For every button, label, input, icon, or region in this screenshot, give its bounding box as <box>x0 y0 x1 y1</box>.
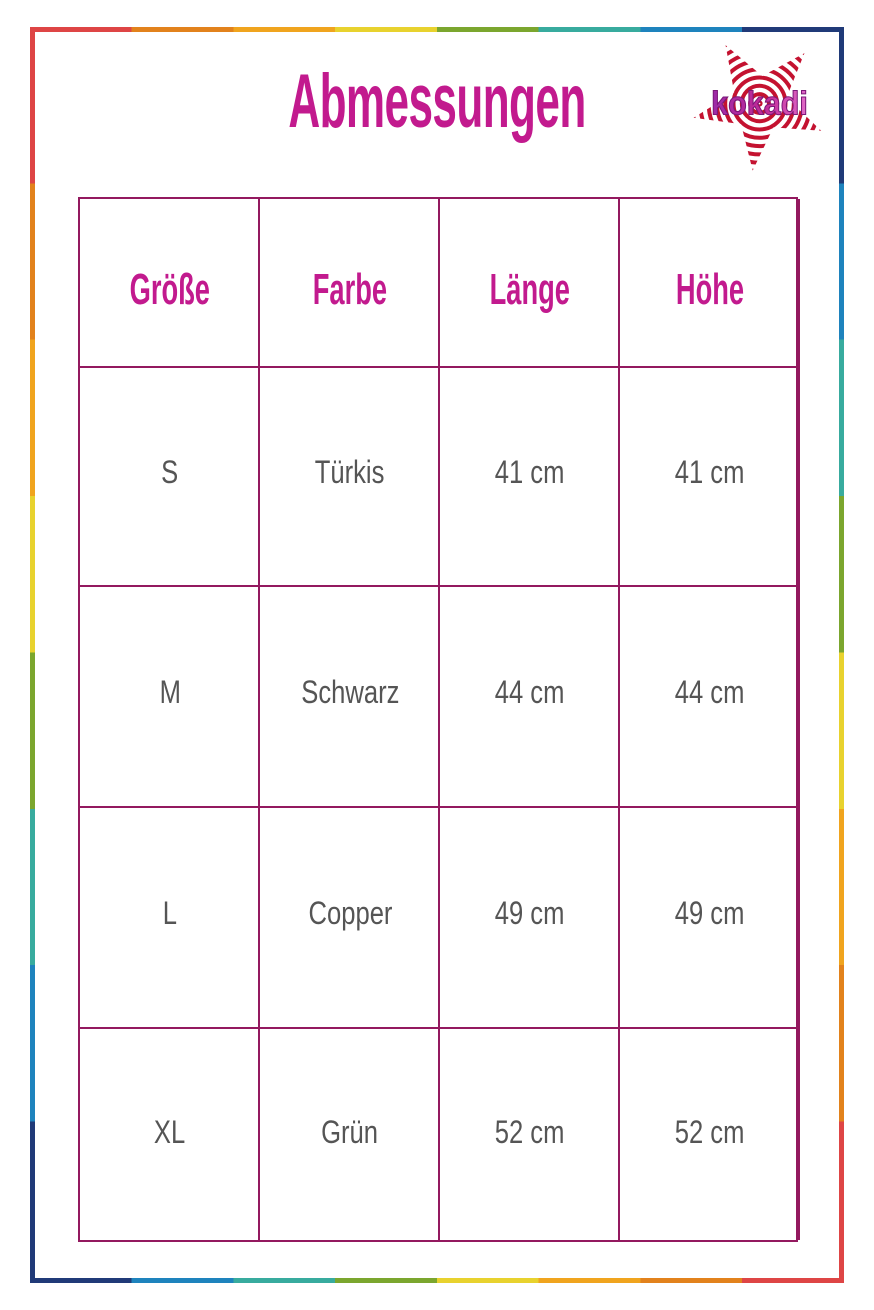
svg-text:kokadi: kokadi <box>711 84 808 121</box>
